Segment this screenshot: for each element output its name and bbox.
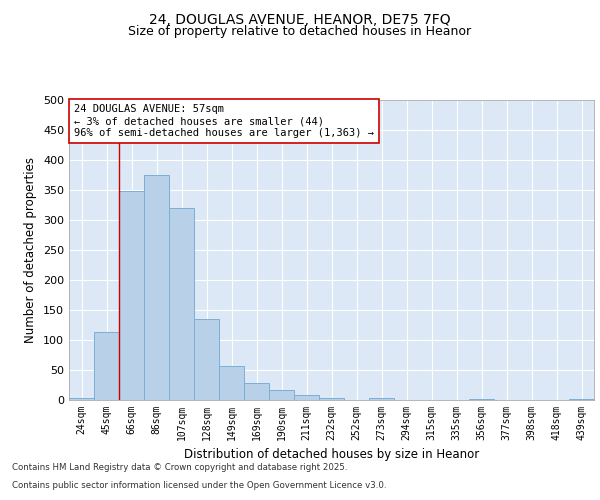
Bar [94,332,119,400]
Y-axis label: Number of detached properties: Number of detached properties [25,157,37,343]
X-axis label: Distribution of detached houses by size in Heanor: Distribution of detached houses by size … [184,448,479,462]
Bar [169,208,194,400]
Bar [319,398,344,400]
Text: 24, DOUGLAS AVENUE, HEANOR, DE75 7FQ: 24, DOUGLAS AVENUE, HEANOR, DE75 7FQ [149,12,451,26]
Text: Contains public sector information licensed under the Open Government Licence v3: Contains public sector information licen… [12,481,386,490]
Bar [244,383,269,400]
Text: Contains HM Land Registry data © Crown copyright and database right 2025.: Contains HM Land Registry data © Crown c… [12,464,347,472]
Bar [369,398,394,400]
Bar [219,366,244,400]
Bar [294,394,319,400]
Bar [269,390,294,400]
Text: Size of property relative to detached houses in Heanor: Size of property relative to detached ho… [128,25,472,38]
Bar [144,175,169,400]
Bar [69,398,94,400]
Text: 24 DOUGLAS AVENUE: 57sqm
← 3% of detached houses are smaller (44)
96% of semi-de: 24 DOUGLAS AVENUE: 57sqm ← 3% of detache… [74,104,374,138]
Bar [119,191,144,400]
Bar [194,319,219,400]
